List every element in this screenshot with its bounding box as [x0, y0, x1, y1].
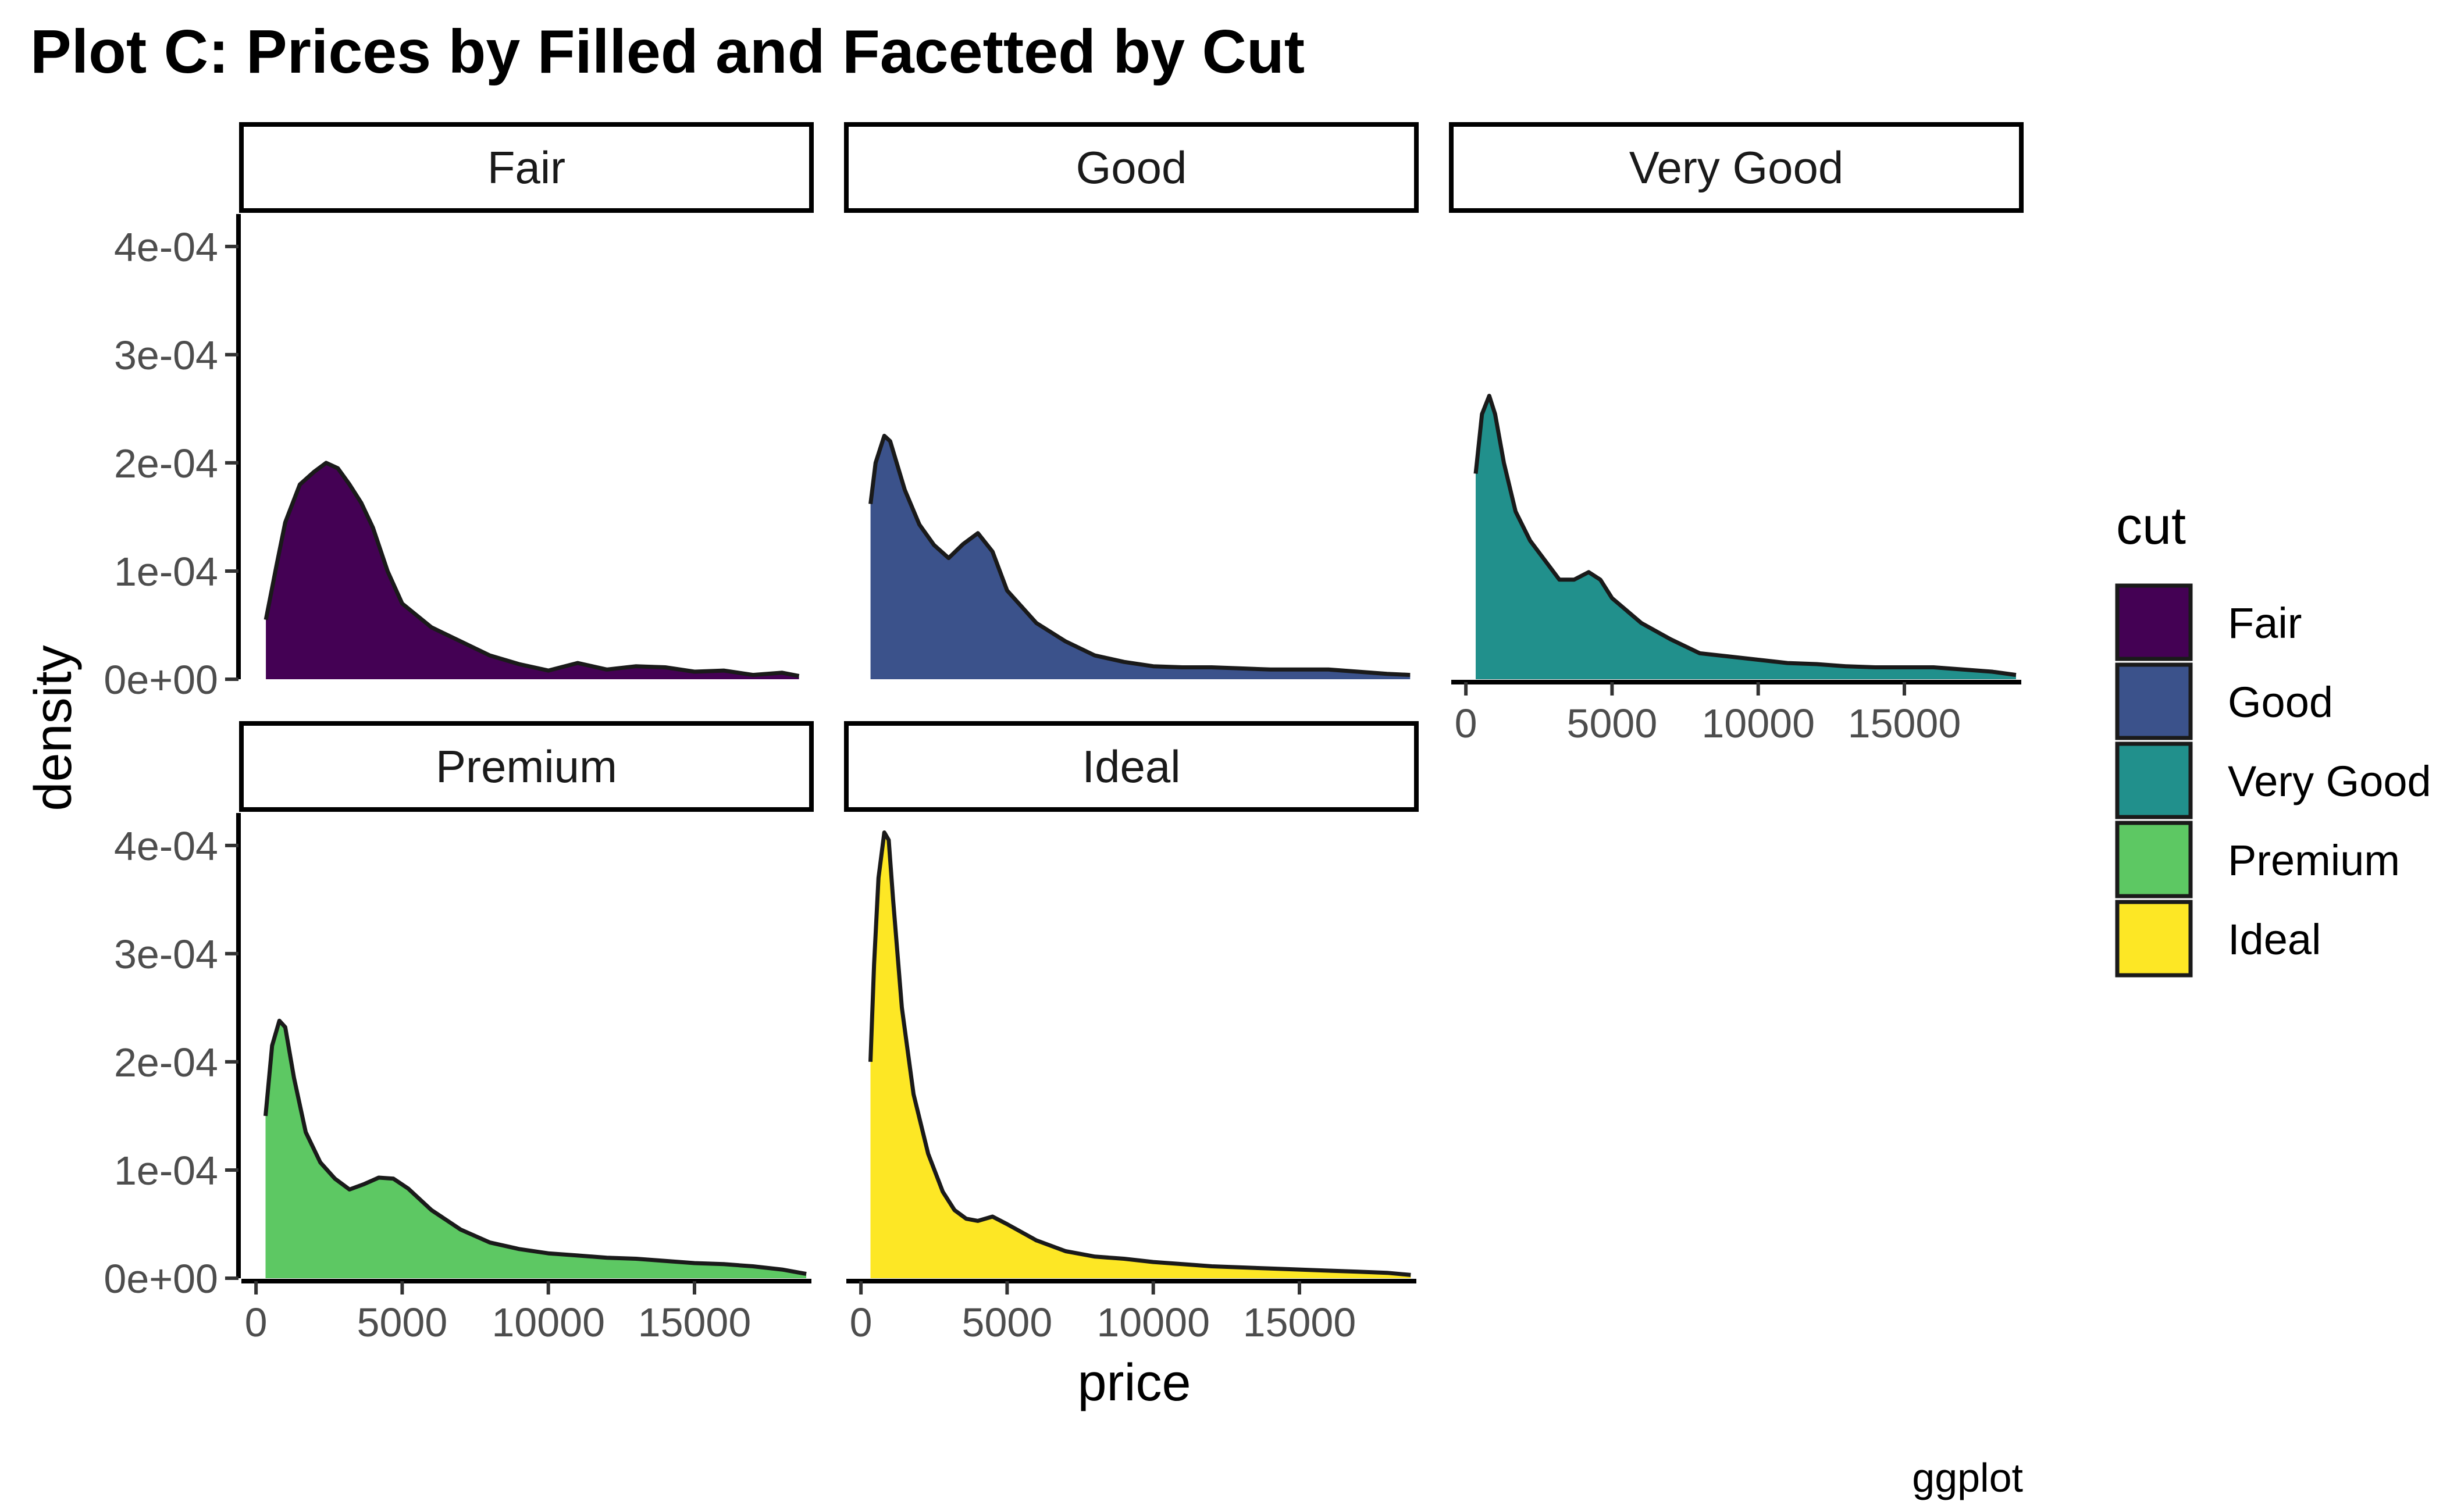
- facet-strip: [844, 721, 1419, 812]
- facet-premium: Premium 0e+00 1e-04 2e-04 3e-04 4e-04 0 5000 100…: [104, 721, 814, 1345]
- facet-ideal: Ideal 0 5000 10000 15000: [844, 721, 1419, 1345]
- facet-strip: [844, 122, 1419, 213]
- legend: cut Fair Good Very Good Premium Ideal: [2115, 497, 2431, 978]
- density-area: [870, 832, 1411, 1278]
- y-tick-label: 2e-04: [114, 1040, 218, 1085]
- x-axis-title: price: [1077, 1354, 1191, 1412]
- facet-strip-label: Premium: [436, 741, 617, 792]
- x-tick-label: 0: [1455, 701, 1477, 746]
- legend-label: Good: [2228, 678, 2333, 726]
- facet-strip: [239, 122, 814, 213]
- x-tick-label: 10000: [1096, 1300, 1210, 1345]
- legend-swatch: [2115, 821, 2193, 898]
- legend-label: Premium: [2228, 836, 2400, 885]
- legend-label: Ideal: [2228, 915, 2321, 964]
- density-outline: [263, 461, 800, 678]
- facet-strip-label: Ideal: [1082, 741, 1180, 792]
- x-tick-label: 15000: [638, 1300, 752, 1345]
- legend-title: cut: [2116, 497, 2186, 555]
- density-outline: [868, 433, 1411, 677]
- facet-strip: [239, 721, 814, 812]
- facet-strip-label: Good: [1076, 142, 1187, 193]
- density-area: [870, 436, 1411, 679]
- facet-strip: [1449, 122, 2024, 213]
- legend-items: Fair Good Very Good Premium Ideal: [2115, 583, 2431, 978]
- legend-item-ideal: Ideal: [2115, 900, 2321, 978]
- y-tick-label: 2e-04: [114, 441, 218, 486]
- legend-swatch: [2115, 583, 2193, 661]
- x-tick-label: 5000: [962, 1300, 1053, 1345]
- legend-swatch: [2115, 900, 2193, 978]
- facets: Fair 0e+00 1e-04 2e-04 3e-04 4e-04 Good Very Go…: [104, 122, 2024, 1345]
- x-axis: 0 5000 10000 15000: [846, 1279, 1416, 1345]
- x-tick-label: 15000: [1243, 1300, 1356, 1345]
- chart-title: Plot C: Prices by Filled and Facetted by…: [30, 17, 1305, 86]
- chart-caption: ggplot: [1912, 1455, 2023, 1500]
- density-area: [265, 1021, 807, 1278]
- facet-strip-label: Very Good: [1629, 142, 1844, 193]
- y-axis-title: density: [24, 645, 83, 811]
- x-tick-label: 10000: [492, 1300, 605, 1345]
- density-outline: [263, 1018, 807, 1276]
- x-tick-label: 5000: [357, 1300, 448, 1345]
- y-tick-label: 4e-04: [114, 224, 218, 270]
- x-axis: 0 5000 10000 15000: [241, 1279, 811, 1345]
- facet-very-good: Very Good 0 5000 10000 15000: [1449, 122, 2024, 746]
- density-area: [266, 462, 799, 679]
- x-tick-label: 5000: [1567, 701, 1658, 746]
- facet-good: Good: [844, 122, 1419, 679]
- y-axis: 0e+00 1e-04 2e-04 3e-04 4e-04: [104, 813, 241, 1301]
- y-tick-label: 3e-04: [114, 333, 218, 378]
- legend-swatch: [2115, 662, 2193, 740]
- y-tick-label: 1e-04: [114, 549, 218, 594]
- legend-swatch: [2115, 741, 2193, 819]
- density-area: [1476, 395, 2016, 679]
- y-tick-label: 1e-04: [114, 1148, 218, 1193]
- x-tick-label: 0: [245, 1300, 268, 1345]
- y-tick-label: 0e+00: [104, 657, 218, 702]
- legend-item-very-good: Very Good: [2115, 741, 2431, 819]
- facet-strip-label: Fair: [487, 142, 565, 193]
- legend-item-good: Good: [2115, 662, 2333, 740]
- y-tick-label: 0e+00: [104, 1256, 218, 1301]
- legend-label: Very Good: [2228, 757, 2431, 805]
- density-outline: [1473, 394, 2017, 677]
- x-tick-label: 15000: [1848, 701, 1961, 746]
- x-tick-label: 0: [850, 1300, 872, 1345]
- y-tick-label: 4e-04: [114, 823, 218, 869]
- facet-fair: Fair 0e+00 1e-04 2e-04 3e-04 4e-04: [104, 122, 814, 702]
- x-axis: 0 5000 10000 15000: [1451, 680, 2021, 746]
- legend-item-premium: Premium: [2115, 821, 2400, 898]
- x-tick-label: 10000: [1701, 701, 1815, 746]
- legend-label: Fair: [2228, 599, 2302, 647]
- density-outline: [868, 830, 1411, 1277]
- y-axis: 0e+00 1e-04 2e-04 3e-04 4e-04: [104, 214, 241, 702]
- legend-item-fair: Fair: [2115, 583, 2302, 661]
- y-tick-label: 3e-04: [114, 932, 218, 977]
